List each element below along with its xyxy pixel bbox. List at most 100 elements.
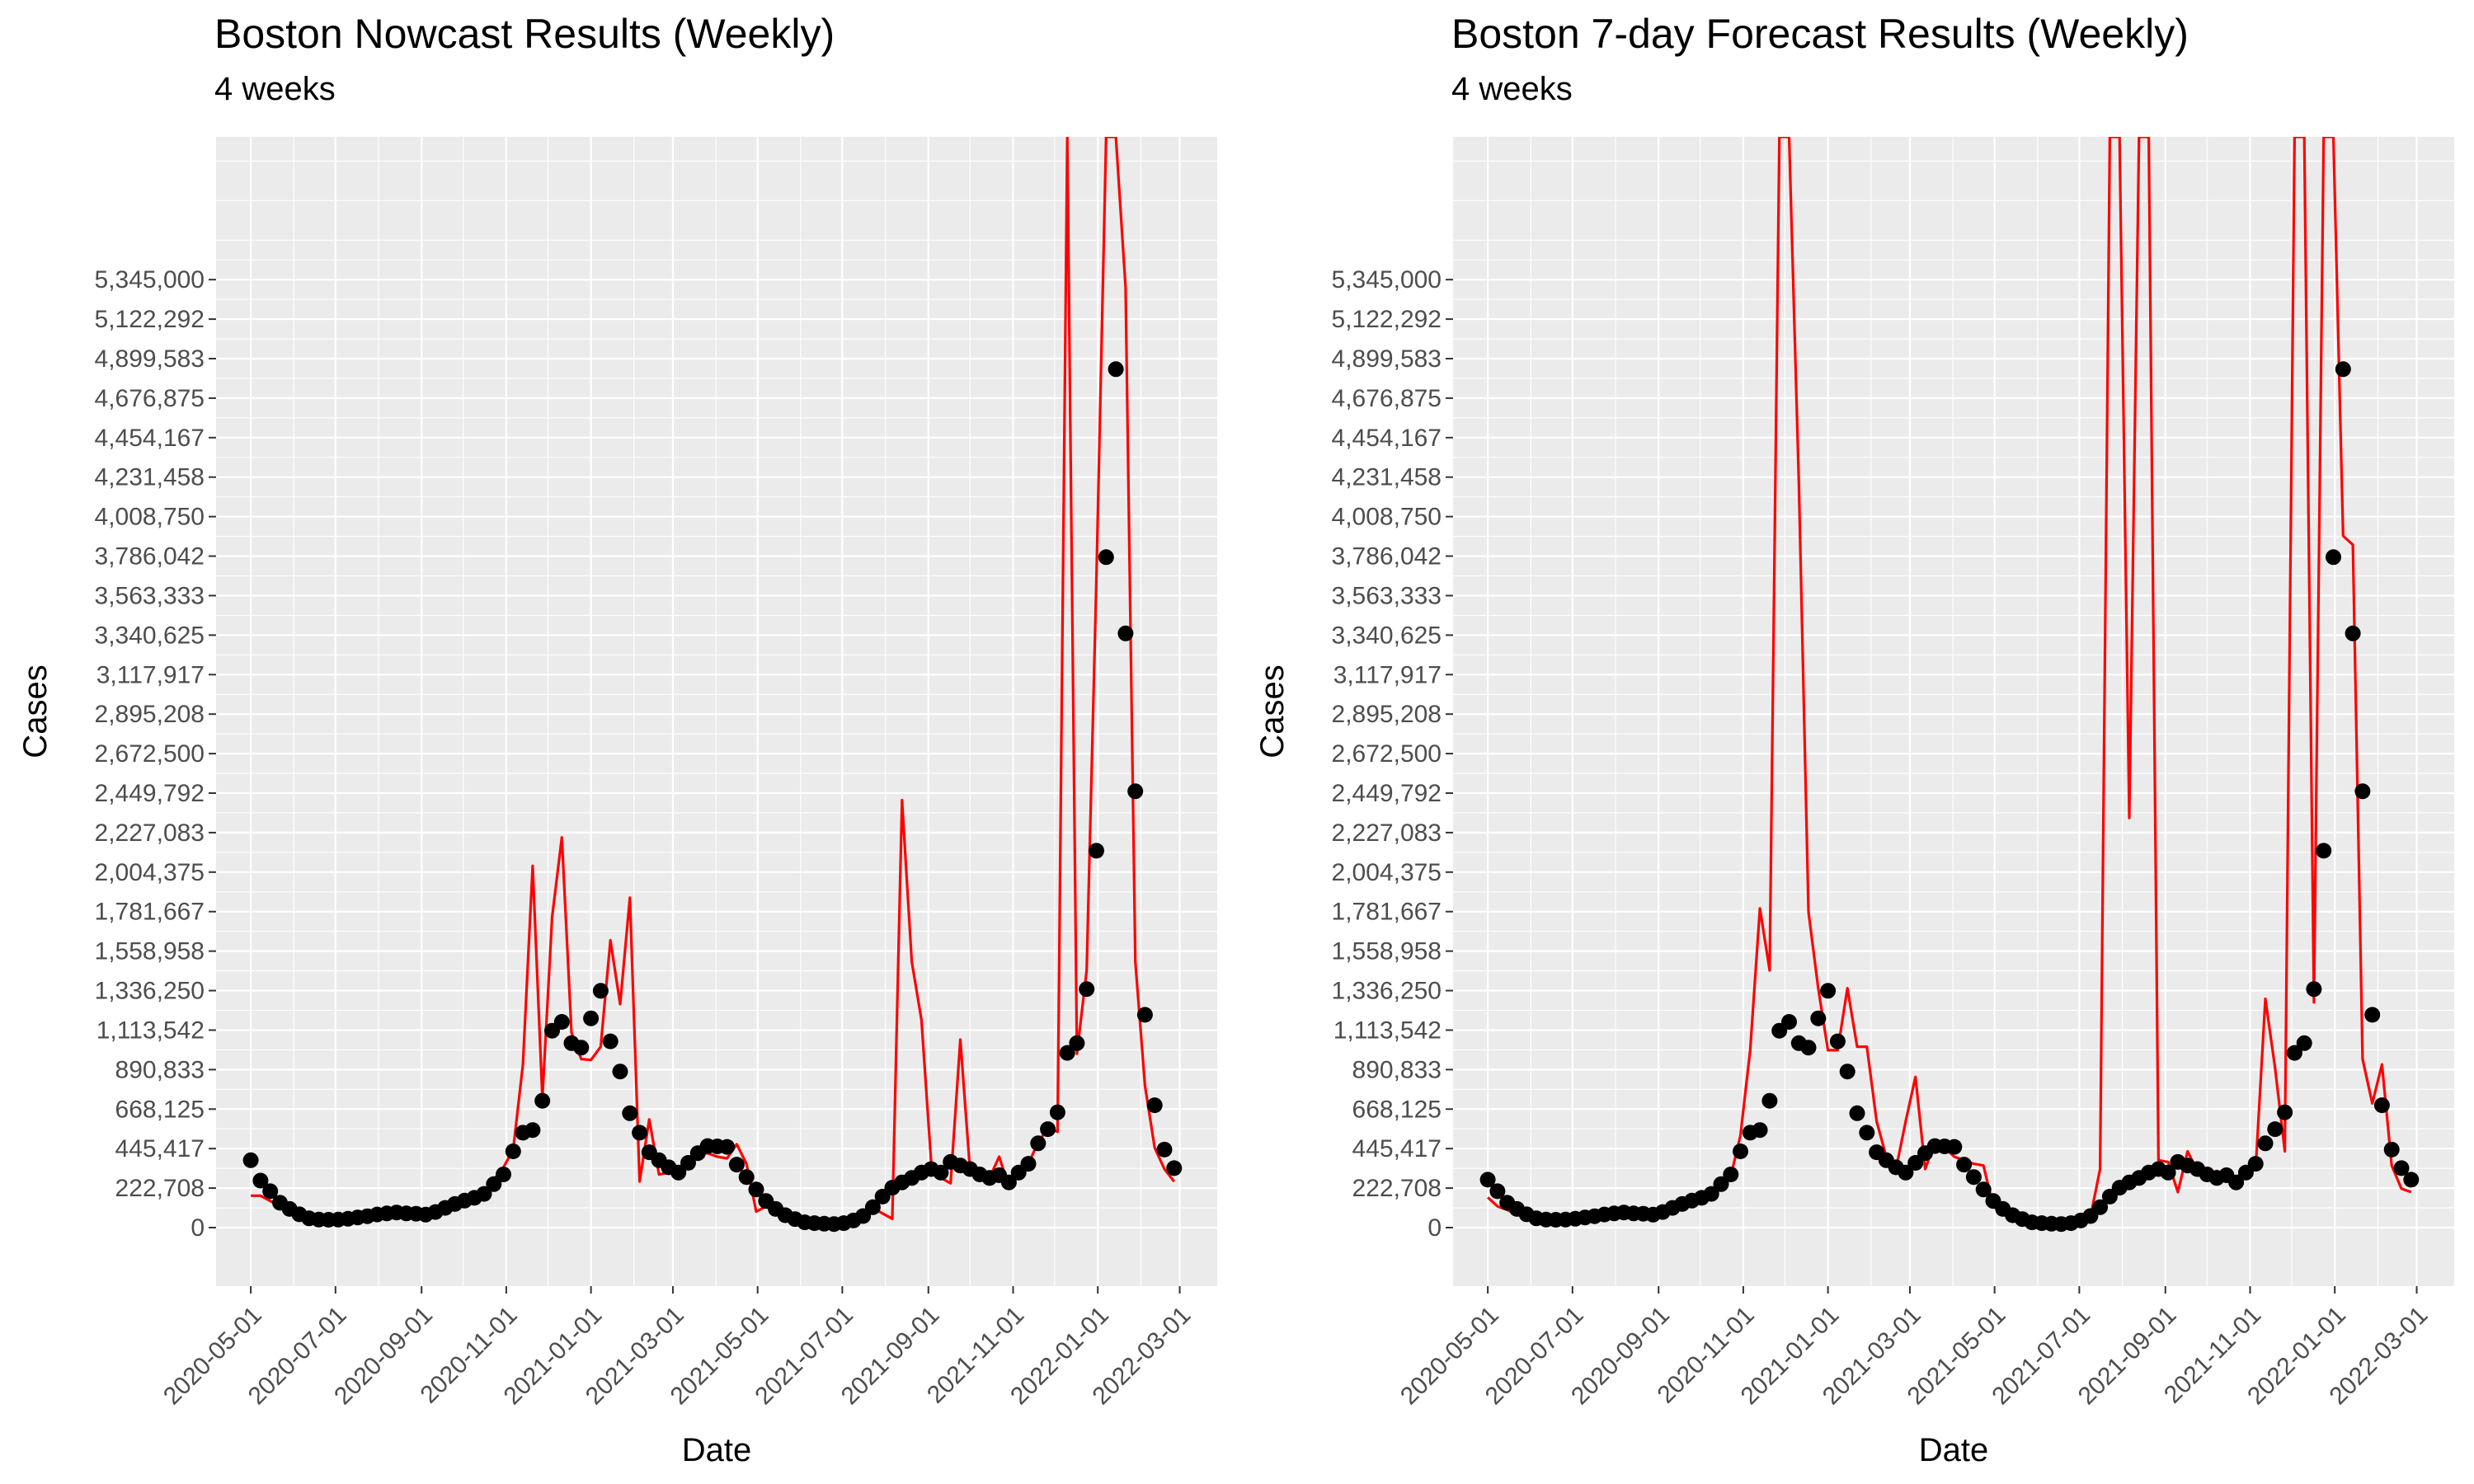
actual-point bbox=[1907, 1155, 1924, 1171]
actual-point bbox=[1098, 549, 1114, 566]
actual-point bbox=[1166, 1160, 1183, 1176]
actual-point bbox=[602, 1033, 618, 1050]
actual-point bbox=[2383, 1141, 2400, 1158]
y-tick-label: 3,786,042 bbox=[95, 543, 205, 571]
actual-point bbox=[670, 1164, 687, 1181]
y-tick-label: 1,113,542 bbox=[1333, 1017, 1442, 1044]
actual-point bbox=[612, 1064, 628, 1080]
y-tick-label: 890,833 bbox=[1352, 1056, 1442, 1083]
series-layer bbox=[1479, 137, 2420, 1233]
actual-point bbox=[1800, 1040, 1817, 1056]
x-axis-title: Date bbox=[682, 1432, 752, 1468]
actual-point bbox=[252, 1172, 269, 1189]
actual-point bbox=[1839, 1064, 1856, 1080]
actual-point bbox=[1489, 1183, 1506, 1200]
y-tick-label: 0 bbox=[1427, 1214, 1442, 1242]
actual-point bbox=[2277, 1104, 2293, 1120]
y-tick-label: 4,231,458 bbox=[1332, 464, 1442, 491]
actual-point bbox=[486, 1176, 502, 1192]
y-axis-title: Cases bbox=[17, 665, 54, 758]
actual-point bbox=[262, 1183, 279, 1200]
y-tick-label: 445,417 bbox=[115, 1135, 205, 1162]
y-tick-label: 668,125 bbox=[115, 1096, 205, 1123]
actual-point bbox=[2403, 1172, 2420, 1188]
actual-point bbox=[2345, 625, 2361, 641]
actual-point bbox=[2092, 1199, 2109, 1215]
actual-point bbox=[1723, 1167, 1739, 1182]
nowcast-chart-panel: Boston Nowcast Results (Weekly) 4 weeks … bbox=[17, 11, 1217, 1468]
y-tick-label: 5,345,000 bbox=[1332, 266, 1442, 294]
actual-point bbox=[1156, 1141, 1173, 1158]
actual-point bbox=[1703, 1186, 1719, 1202]
actual-point bbox=[1089, 843, 1104, 859]
actual-point bbox=[2316, 843, 2332, 859]
plot-background bbox=[1453, 137, 2454, 1286]
actual-point bbox=[1040, 1121, 1056, 1138]
y-tick-label: 2,449,792 bbox=[1332, 780, 1442, 807]
y-tick-label: 3,117,917 bbox=[1333, 661, 1442, 688]
series-layer bbox=[242, 137, 1183, 1233]
nowcast-plot: 0 222,708 445,417 668,125 890,833 1,113,542 1,… bbox=[17, 137, 1217, 1468]
y-tick-label: 3,117,917 bbox=[96, 661, 205, 688]
actual-point bbox=[1956, 1157, 1973, 1173]
actual-point bbox=[632, 1125, 648, 1141]
actual-point bbox=[1810, 1010, 1827, 1026]
y-tick-label: 2,895,208 bbox=[95, 701, 205, 728]
y-tick-label: 2,227,083 bbox=[1332, 819, 1442, 847]
actual-point bbox=[738, 1169, 755, 1186]
y-tick-label: 3,563,333 bbox=[1332, 582, 1442, 609]
y-tick-label: 4,899,583 bbox=[1332, 345, 1442, 373]
actual-point bbox=[1479, 1172, 1496, 1188]
y-tick-label: 3,786,042 bbox=[1332, 543, 1442, 571]
forecast-plot: 0 222,708 445,417 668,125 890,833 1,113,542 1,… bbox=[1254, 137, 2461, 1468]
actual-point bbox=[2393, 1160, 2410, 1176]
forecast-chart-panel: Boston 7-day Forecast Results (Weekly) 4… bbox=[1237, 0, 2474, 1484]
actual-point bbox=[2257, 1135, 2274, 1152]
y-tick-label: 3,340,625 bbox=[95, 622, 205, 649]
actual-point bbox=[534, 1092, 551, 1109]
actual-point bbox=[1820, 983, 1837, 999]
actual-point bbox=[1761, 1092, 1778, 1109]
actual-point bbox=[728, 1157, 745, 1173]
actual-point bbox=[2354, 783, 2371, 800]
chart-title: Boston Nowcast Results (Weekly) bbox=[214, 11, 835, 57]
actual-point bbox=[2286, 1045, 2302, 1061]
actual-point bbox=[1136, 1007, 1153, 1023]
y-tick-label: 668,125 bbox=[1352, 1096, 1442, 1123]
actual-point bbox=[933, 1164, 949, 1181]
y-tick-label: 0 bbox=[190, 1214, 205, 1242]
actual-point bbox=[524, 1122, 541, 1139]
actual-point bbox=[1965, 1169, 1982, 1186]
y-tick-label: 4,231,458 bbox=[95, 464, 205, 491]
actual-point bbox=[748, 1181, 764, 1198]
actual-point bbox=[1108, 361, 1124, 378]
y-tick-label: 5,122,292 bbox=[95, 306, 205, 333]
y-tick-label: 2,672,500 bbox=[1332, 740, 1442, 768]
y-tick-label: 4,676,875 bbox=[95, 385, 205, 412]
y-tick-label: 1,558,958 bbox=[95, 938, 205, 965]
y-tick-label: 1,781,667 bbox=[95, 899, 205, 926]
actual-point bbox=[505, 1144, 521, 1159]
actual-point bbox=[1049, 1104, 1065, 1120]
actual-point bbox=[2267, 1121, 2284, 1138]
actual-point bbox=[476, 1186, 492, 1202]
y-tick-label: 1,336,250 bbox=[1332, 978, 1442, 1005]
actual-point bbox=[1829, 1033, 1846, 1050]
y-tick-label: 890,833 bbox=[115, 1056, 205, 1083]
y-tick-label: 3,340,625 bbox=[1332, 622, 1442, 649]
actual-point bbox=[1946, 1139, 1963, 1155]
actual-point bbox=[496, 1167, 511, 1182]
y-axis-title: Cases bbox=[1254, 665, 1291, 758]
actual-point bbox=[1849, 1105, 1865, 1121]
y-tick-label: 2,672,500 bbox=[95, 740, 205, 768]
y-tick-label: 4,454,167 bbox=[1332, 425, 1442, 452]
actual-point bbox=[864, 1199, 881, 1215]
actual-point bbox=[2247, 1156, 2264, 1172]
actual-point bbox=[1713, 1176, 1729, 1192]
actual-point bbox=[680, 1155, 696, 1171]
actual-point bbox=[1975, 1181, 1992, 1198]
chart-subtitle: 4 weeks bbox=[214, 71, 336, 107]
y-tick-label: 1,558,958 bbox=[1332, 938, 1442, 965]
actual-point bbox=[719, 1139, 736, 1155]
actual-point bbox=[2228, 1174, 2245, 1190]
